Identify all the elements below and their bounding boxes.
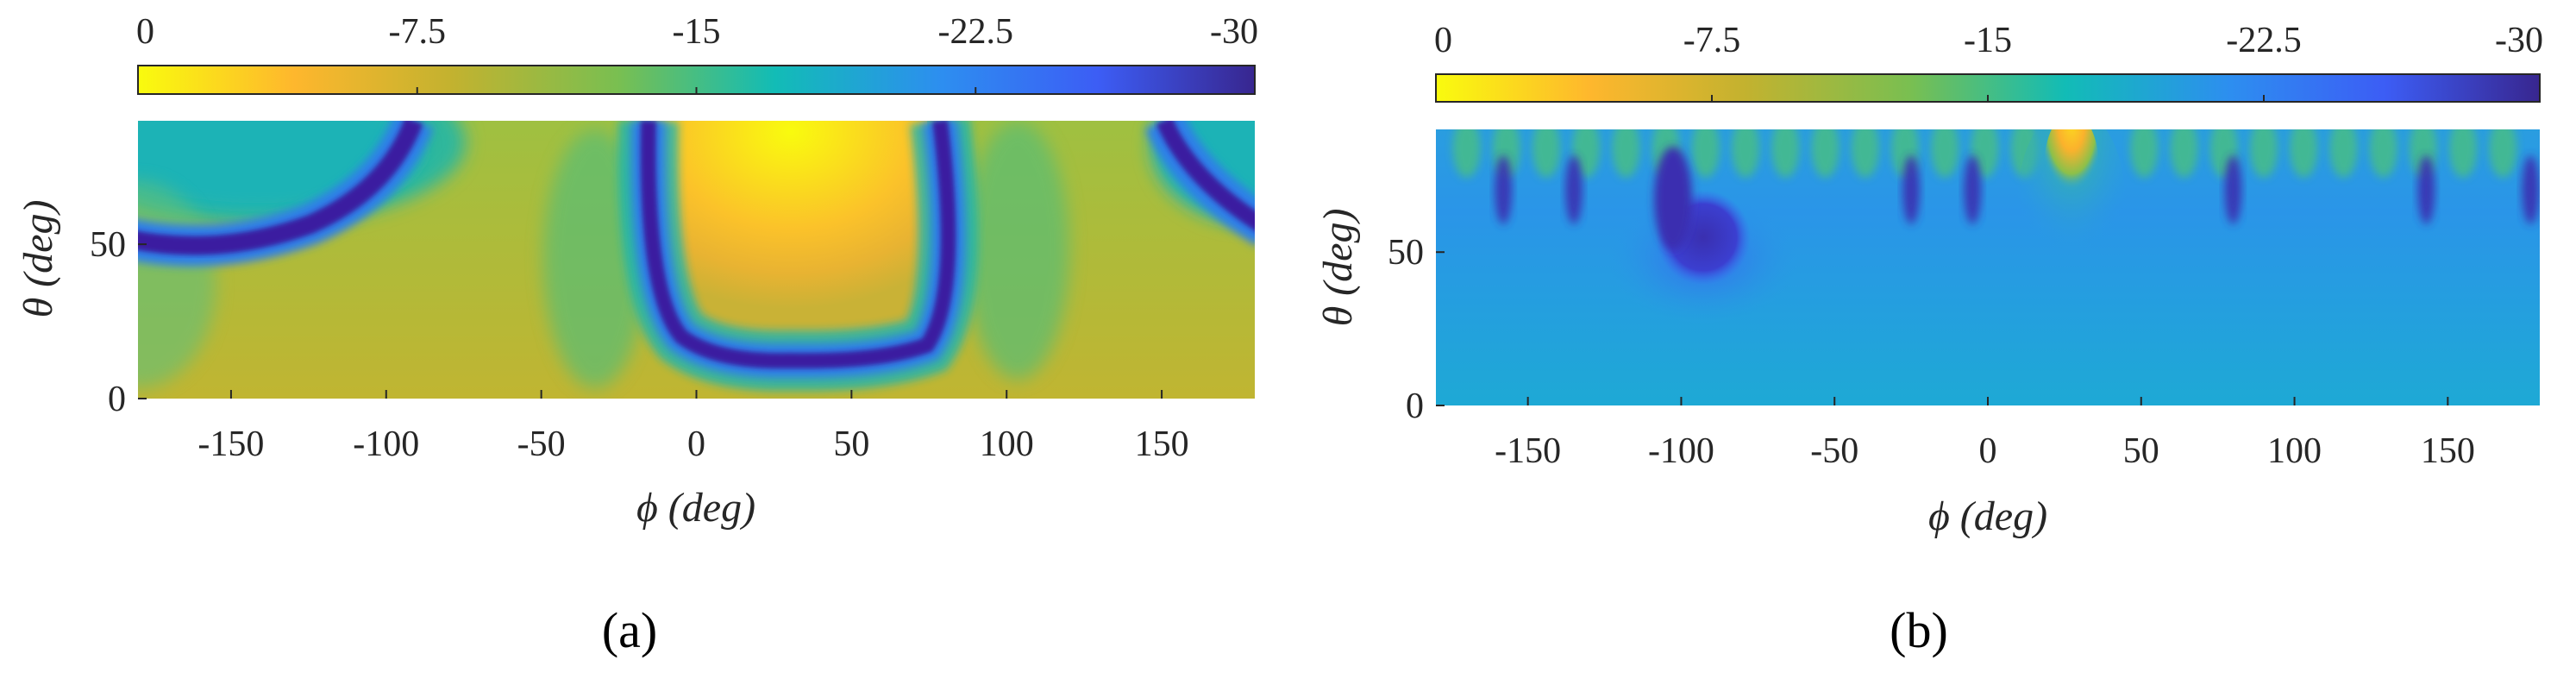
sidelobe [2369, 129, 2397, 178]
sidelobe [1811, 129, 1840, 178]
sidelobe [2449, 129, 2478, 178]
sidelobe [1452, 129, 1481, 178]
y-tick-label: 50 [1388, 233, 1424, 273]
sidelobe [1732, 129, 1760, 178]
x-tick-label: -50 [1810, 431, 1858, 471]
sidelobe [1931, 129, 1959, 178]
y-tick-label: 0 [108, 380, 126, 419]
colorbar-tick-label: -30 [1210, 12, 1258, 52]
sidelobe [2290, 129, 2318, 178]
colorbar-tick-label: -22.5 [2226, 21, 2302, 60]
x-tick-label: -150 [197, 424, 264, 464]
null [1964, 155, 1982, 224]
heatmap-b [1436, 129, 2540, 405]
x-tick-label: 100 [980, 424, 1034, 464]
null [1495, 155, 1513, 224]
colorbar-tick-label: -30 [2495, 21, 2543, 60]
x-axis-label-a: ϕ (deg) [636, 485, 755, 531]
x-tick-label: 0 [687, 424, 705, 464]
sidelobe [2489, 129, 2517, 178]
sidelobe [2130, 129, 2159, 178]
sidelobe [1851, 129, 1879, 178]
sidelobe [1691, 129, 1720, 178]
colorbar-ticks-a: 0 -7.5 -15 -22.5 -30 [136, 12, 1258, 94]
sidelobe [1532, 129, 1560, 178]
null [2224, 155, 2242, 224]
x-tick-label: 150 [2421, 431, 2475, 471]
sidelobe [2170, 129, 2198, 178]
colorbar-tick-label: -15 [673, 12, 721, 52]
colorbar-ticks-b: 0 -7.5 -15 -22.5 -30 [1434, 21, 2543, 102]
null [2522, 155, 2540, 224]
colorbar-b [1435, 73, 2541, 103]
panel-label-b: (b) [1890, 602, 1948, 658]
sidelobe [1612, 129, 1640, 178]
axes-b: -150 -100 -50 0 50 100 150 0 50 [1388, 233, 2475, 471]
sidelobe-row-b [1452, 129, 2517, 178]
x-tick-label: -100 [353, 424, 419, 464]
x-tick-label: 150 [1135, 424, 1189, 464]
x-tick-label: -150 [1495, 431, 1561, 471]
sidelobe [2329, 129, 2358, 178]
x-tick-label: 50 [833, 424, 869, 464]
chart-panel-a: 0 -7.5 -15 -22.5 -30 -150 -100 -5 [16, 12, 1258, 658]
sidelobe [2250, 129, 2278, 178]
colorbar-tick-label: -7.5 [389, 12, 447, 52]
null [1565, 155, 1583, 224]
y-axis-label-b: θ (deg) [1315, 209, 1361, 327]
x-tick-label: -100 [1648, 431, 1714, 471]
axes-a: -150 -100 -50 0 50 100 150 0 50 [90, 225, 1189, 464]
x-tick-label: 100 [2267, 431, 2322, 471]
colorbar-tick-label: -7.5 [1683, 21, 1741, 60]
y-tick-label: 50 [90, 225, 126, 265]
y-tick-label: 0 [1406, 386, 1424, 426]
chart-panel-b: 0 -7.5 -15 -22.5 -30 -150 -100 -50 0 50 100 150 0 50… [1315, 21, 2543, 658]
colorbar-tick-label: -22.5 [938, 12, 1014, 52]
x-tick-label: 50 [2123, 431, 2159, 471]
null-row-b [1495, 155, 2540, 224]
null [1902, 155, 1921, 224]
y-axis-label-a: θ (deg) [16, 200, 61, 318]
x-tick-label: -50 [517, 424, 566, 464]
colorbar-tick-label: -15 [1964, 21, 2012, 60]
x-tick-label: 0 [1979, 431, 1997, 471]
heatmap-a [138, 121, 1255, 399]
colorbar-tick-label: 0 [136, 12, 154, 52]
null [2417, 155, 2435, 224]
colorbar-tick-label: 0 [1434, 21, 1452, 60]
panel-label-a: (a) [602, 602, 657, 658]
sidelobe [1771, 129, 1800, 178]
x-axis-label-b: ϕ (deg) [1928, 493, 2047, 539]
